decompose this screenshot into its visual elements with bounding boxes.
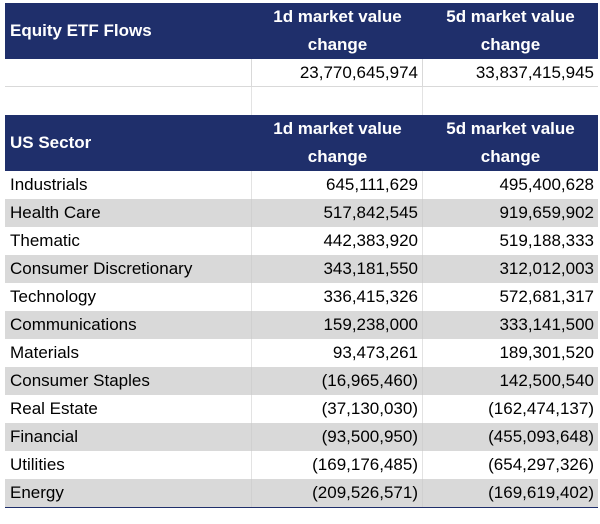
table-row: Thematic 442,383,920 519,188,333	[5, 227, 598, 255]
flows-totals-1d[interactable]: 23,770,645,974	[252, 59, 423, 86]
sector-5d-cell[interactable]: (654,297,326)	[488, 455, 594, 474]
sector-5d-cell[interactable]: 919,659,902	[499, 203, 594, 222]
sector-header-label[interactable]: US Sector	[5, 115, 252, 171]
sector-1d-cell[interactable]: (209,526,571)	[252, 479, 423, 507]
sector-5d-cell[interactable]: 519,188,333	[499, 231, 594, 250]
sector-name-cell[interactable]: Communications	[5, 311, 252, 339]
sector-name-cell[interactable]: Materials	[5, 339, 252, 367]
sector-1d-cell[interactable]: 93,473,261	[252, 339, 423, 367]
flows-header-label[interactable]: Equity ETF Flows	[5, 3, 252, 59]
sector-5d-cell[interactable]: 572,681,317	[499, 287, 594, 306]
flows-header-5d[interactable]: 5d market value change	[423, 3, 598, 59]
sector-1d-cell[interactable]: (16,965,460)	[252, 367, 423, 395]
sector-name-cell[interactable]: Consumer Staples	[5, 367, 252, 395]
flows-totals-label[interactable]	[5, 59, 252, 86]
table-row: Health Care 517,842,545 919,659,902	[5, 199, 598, 227]
sector-5d-cell[interactable]: (455,093,648)	[488, 427, 594, 446]
sector-5d-cell[interactable]: 495,400,628	[499, 175, 594, 194]
sector-1d-cell[interactable]: (169,176,485)	[252, 451, 423, 479]
flows-header-5d-text: 5d market value change	[446, 7, 575, 54]
table-row: Financial (93,500,950) (455,093,648)	[5, 423, 598, 451]
sector-1d-cell[interactable]: 159,238,000	[252, 311, 423, 339]
sector-header-row: US Sector 1d market value change 5d mark…	[5, 115, 598, 171]
table-row: Utilities (169,176,485) (654,297,326)	[5, 451, 598, 479]
sector-name-cell[interactable]: Consumer Discretionary	[5, 255, 252, 283]
flows-header-1d-text: 1d market value change	[273, 7, 402, 54]
sector-table: US Sector 1d market value change 5d mark…	[5, 115, 598, 508]
blank-cell[interactable]	[5, 87, 252, 115]
sector-5d-cell[interactable]: (169,619,402)	[488, 483, 594, 502]
flows-totals-5d[interactable]: 33,837,415,945	[475, 62, 594, 82]
table-row: Industrials 645,111,629 495,400,628	[5, 171, 598, 199]
table-row: Materials 93,473,261 189,301,520	[5, 339, 598, 367]
sector-header-label-text: US Sector	[10, 133, 92, 152]
table-row: Consumer Discretionary 343,181,550 312,0…	[5, 255, 598, 283]
sector-1d-cell[interactable]: (37,130,030)	[252, 395, 423, 423]
table-row: Communications 159,238,000 333,141,500	[5, 311, 598, 339]
spreadsheet: Equity ETF Flows 1d market value change …	[5, 3, 598, 508]
sector-name-cell[interactable]: Energy	[5, 479, 252, 507]
flows-header-label-text: Equity ETF Flows	[10, 21, 152, 40]
sector-header-5d-text: 5d market value change	[446, 119, 575, 166]
sector-1d-cell[interactable]: 336,415,326	[252, 283, 423, 311]
blank-cell[interactable]	[423, 87, 598, 115]
table-row: Real Estate (37,130,030) (162,474,137)	[5, 395, 598, 423]
flows-totals-row: 23,770,645,974 33,837,415,945	[5, 59, 598, 87]
sector-5d-cell[interactable]: 189,301,520	[499, 343, 594, 362]
sector-1d-cell[interactable]: (93,500,950)	[252, 423, 423, 451]
sector-name-cell[interactable]: Industrials	[5, 171, 252, 199]
sector-1d-cell[interactable]: 645,111,629	[252, 171, 423, 199]
sector-5d-cell[interactable]: 333,141,500	[499, 315, 594, 334]
sector-header-1d[interactable]: 1d market value change	[252, 115, 423, 171]
table-row: Energy (209,526,571) (169,619,402)	[5, 479, 598, 507]
sector-name-cell[interactable]: Thematic	[5, 227, 252, 255]
sector-header-1d-text: 1d market value change	[273, 119, 402, 166]
sector-5d-cell[interactable]: (162,474,137)	[488, 399, 594, 418]
sector-name-cell[interactable]: Health Care	[5, 199, 252, 227]
sector-name-cell[interactable]: Technology	[5, 283, 252, 311]
sector-1d-cell[interactable]: 517,842,545	[252, 199, 423, 227]
sector-name-cell[interactable]: Utilities	[5, 451, 252, 479]
sector-name-cell[interactable]: Real Estate	[5, 395, 252, 423]
sector-1d-cell[interactable]: 442,383,920	[252, 227, 423, 255]
blank-cell[interactable]	[252, 87, 423, 115]
blank-row	[5, 87, 598, 115]
sector-name-cell[interactable]: Financial	[5, 423, 252, 451]
flows-header-1d[interactable]: 1d market value change	[252, 3, 423, 59]
sector-header-5d[interactable]: 5d market value change	[423, 115, 598, 171]
sector-5d-cell[interactable]: 142,500,540	[499, 371, 594, 390]
flows-header-row: Equity ETF Flows 1d market value change …	[5, 3, 598, 59]
table-row: Technology 336,415,326 572,681,317	[5, 283, 598, 311]
sector-5d-cell[interactable]: 312,012,003	[499, 259, 594, 278]
table-row: Consumer Staples (16,965,460) 142,500,54…	[5, 367, 598, 395]
sector-1d-cell[interactable]: 343,181,550	[252, 255, 423, 283]
